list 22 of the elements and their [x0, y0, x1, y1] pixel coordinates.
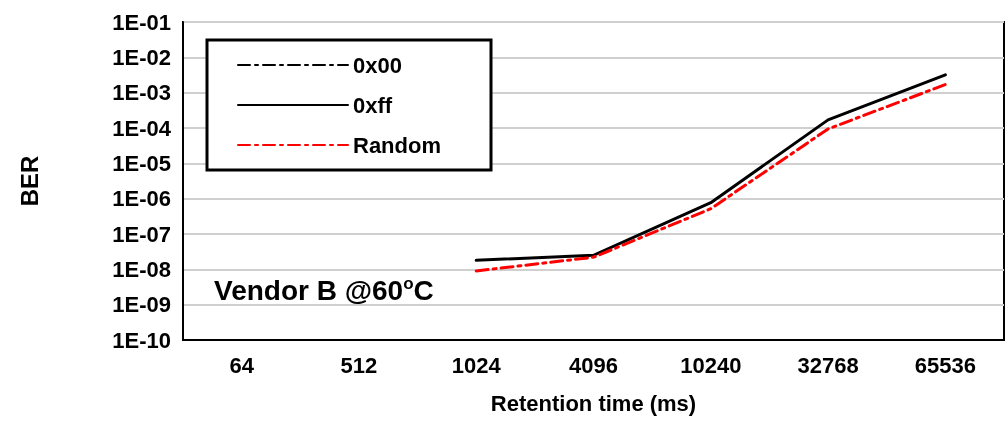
legend-label: 0xff	[353, 92, 393, 118]
y-tick-label: 1E-06	[112, 186, 171, 212]
y-tick-label: 1E-03	[112, 80, 171, 106]
y-tick-label: 1E-04	[112, 115, 172, 141]
y-tick-label: 1E-01	[112, 9, 171, 35]
x-tick-label: 512	[340, 352, 378, 378]
legend-label: 0x00	[353, 52, 402, 78]
x-tick-label: 4096	[569, 352, 618, 378]
x-tick-label: 1024	[451, 352, 502, 378]
x-axis-title: Retention time (ms)	[490, 390, 697, 416]
y-tick-label: 1E-05	[112, 150, 171, 176]
y-tick-label: 1E-10	[112, 327, 171, 353]
y-axis-title: BER	[15, 155, 43, 207]
y-tick-label: 1E-07	[112, 221, 171, 247]
y-tick-label: 1E-09	[112, 292, 171, 318]
x-tick-label: 10240	[680, 352, 742, 378]
legend-label: Random	[353, 132, 441, 158]
x-tick-label: 32768	[797, 352, 859, 378]
y-tick-label: 1E-02	[112, 44, 171, 70]
x-tick-label: 64	[229, 352, 255, 378]
x-tick-label: 65536	[914, 352, 976, 378]
y-tick-label: 1E-08	[112, 256, 171, 282]
